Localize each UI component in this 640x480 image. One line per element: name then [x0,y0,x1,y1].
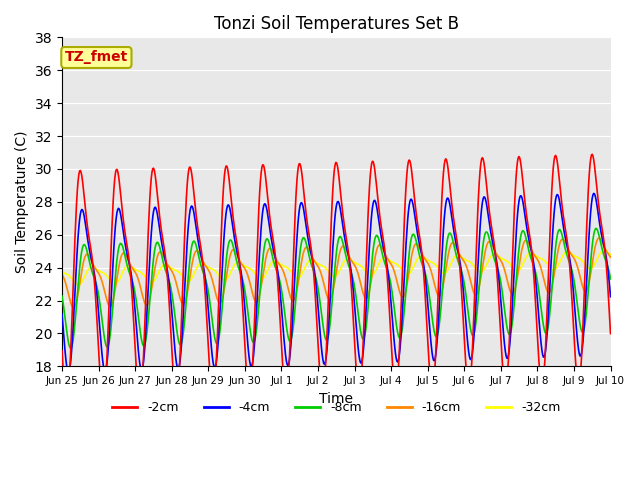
X-axis label: Time: Time [319,392,353,406]
Title: Tonzi Soil Temperatures Set B: Tonzi Soil Temperatures Set B [214,15,459,33]
Y-axis label: Soil Temperature (C): Soil Temperature (C) [15,131,29,273]
Text: TZ_fmet: TZ_fmet [65,50,128,64]
Legend: -2cm, -4cm, -8cm, -16cm, -32cm: -2cm, -4cm, -8cm, -16cm, -32cm [107,396,566,420]
